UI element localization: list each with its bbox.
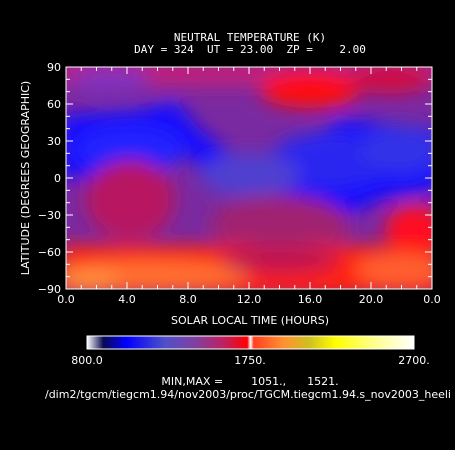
x-tick-label: 8.0 [179,293,197,306]
x-tick-label: 4.0 [118,293,136,306]
x-axis-label: SOLAR LOCAL TIME (HOURS) [171,314,329,327]
colorbar [86,335,415,350]
y-tick-label: 60 [47,98,61,111]
heatmap-field [66,67,432,289]
y-tick-label: −90 [38,283,61,296]
min-max-text: MIN,MAX = 1051., 1521. [161,375,338,388]
y-axis-label: LATITUDE (DEGREES GEOGRAPHIC) [19,81,32,275]
x-tick-label: 16.0 [298,293,323,306]
x-tick-label: 20.0 [359,293,384,306]
x-tick-label: 0.0 [57,293,75,306]
chart-title: NEUTRAL TEMPERATURE (K) [174,31,326,44]
y-tick-label: 0 [54,172,61,185]
colorbar-mid-label: 1750. [234,354,266,367]
y-tick-label: −30 [38,209,61,222]
x-tick-label: 12.0 [237,293,262,306]
y-tick-label: 90 [47,61,61,74]
x-tick-labels: 0.0 4.0 8.0 12.0 16.0 20.0 0.0 [57,293,441,306]
colorbar-max-label: 2700. [398,354,430,367]
y-tick-labels: 90 60 30 0 −30 −60 −90 [38,61,61,296]
x-tick-label: 0.0 [423,293,441,306]
chart-subtitle: DAY = 324 UT = 23.00 ZP = 2.00 [134,43,366,56]
y-tick-label: −60 [38,246,61,259]
colorbar-min-label: 800.0 [71,354,103,367]
axis-ticks [65,66,433,290]
y-tick-label: 30 [47,135,61,148]
file-path-text: /dim2/tgcm/tiegcm1.94/nov2003/proc/TGCM.… [45,388,451,401]
